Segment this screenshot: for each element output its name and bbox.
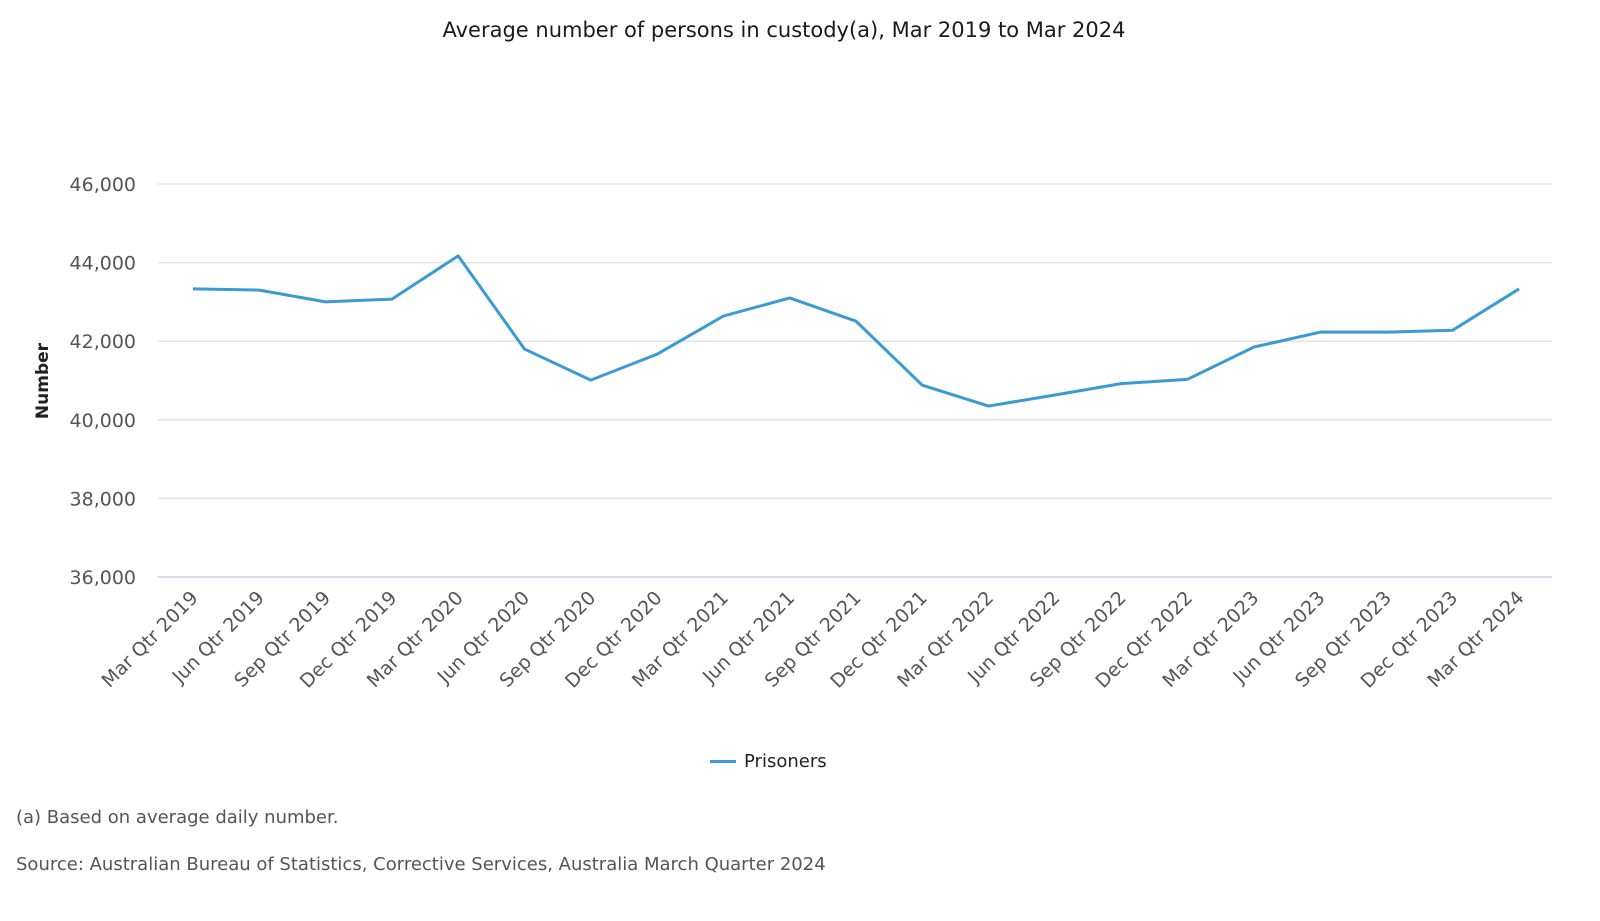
legend[interactable]: Prisoners [710,751,827,772]
data-point[interactable] [916,379,928,391]
source-note: Source: Australian Bureau of Statistics,… [16,854,826,875]
data-point[interactable] [1314,326,1326,338]
data-point[interactable] [253,284,265,296]
line-chart: 36,000 38,000 40,000 42,000 44,000 46,000 Mar… [33,174,1552,693]
series-line-prisoners[interactable] [192,254,1520,408]
data-point[interactable] [983,400,995,412]
y-tick-label: 42,000 [70,331,136,353]
series-layer [187,250,1525,412]
data-point[interactable] [651,348,663,360]
data-point[interactable] [1513,283,1525,295]
data-point[interactable] [519,343,531,355]
data-point[interactable] [1182,373,1194,385]
y-tick-label: 44,000 [70,253,136,275]
y-tick-label: 46,000 [70,174,136,196]
data-point[interactable] [717,310,729,322]
data-point[interactable] [1115,378,1127,390]
y-axis-label: Number [33,342,53,419]
data-point[interactable] [1380,326,1392,338]
y-tick-label: 40,000 [70,410,136,432]
y-tick-label: 36,000 [70,567,136,589]
data-point[interactable] [386,293,398,305]
footnote: (a) Based on average daily number. [16,807,339,828]
legend-line-icon [710,760,736,763]
data-point[interactable] [320,296,332,308]
y-tick-label: 38,000 [70,488,136,510]
data-point[interactable] [452,250,464,262]
data-point[interactable] [1248,341,1260,353]
data-point[interactable] [187,283,199,295]
gridlines [158,183,1552,578]
data-point[interactable] [850,315,862,327]
y-axis-ticks: 36,000 38,000 40,000 42,000 44,000 46,000 [70,174,136,589]
data-point[interactable] [1049,389,1061,401]
legend-label-prisoners: Prisoners [744,751,827,772]
data-point[interactable] [784,292,796,304]
chart-title: Average number of persons in custody(a),… [442,18,1126,42]
data-point[interactable] [585,374,597,386]
data-point[interactable] [1447,324,1459,336]
